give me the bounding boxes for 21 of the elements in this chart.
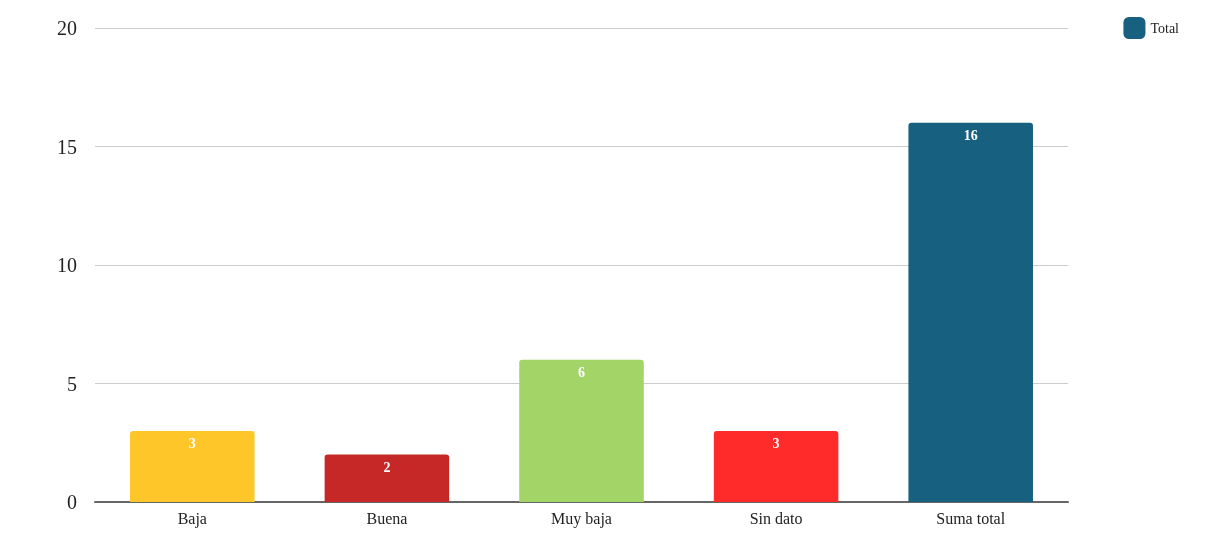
- y-tick-label: 0: [67, 491, 77, 513]
- y-tick-label: 20: [57, 17, 77, 39]
- x-tick-label: Muy baja: [551, 509, 612, 528]
- data-label: 3: [772, 436, 780, 452]
- data-label: 6: [578, 365, 585, 381]
- data-label: 16: [963, 128, 978, 144]
- data-label: 2: [383, 460, 391, 476]
- y-tick-label: 15: [57, 135, 77, 158]
- y-tick-label: 5: [67, 372, 77, 395]
- bar: [324, 454, 450, 502]
- data-label: 3: [188, 436, 196, 452]
- y-tick-label: 10: [57, 254, 77, 276]
- x-tick-label: Sin dato: [749, 509, 803, 527]
- bar: [713, 430, 839, 502]
- x-tick-label: Suma total: [936, 509, 1006, 527]
- x-tick-label: Buena: [366, 509, 408, 527]
- bar: [908, 122, 1033, 502]
- bar: [130, 430, 255, 502]
- legend-label: Total: [1150, 20, 1180, 36]
- x-tick-label: Baja: [177, 509, 207, 528]
- bar: [519, 359, 644, 502]
